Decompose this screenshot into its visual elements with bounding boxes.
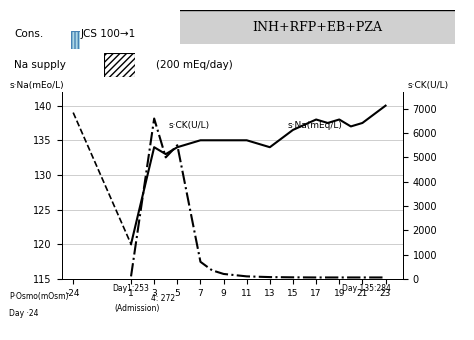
FancyBboxPatch shape bbox=[71, 31, 80, 49]
Text: s·CK(U/L): s·CK(U/L) bbox=[168, 121, 209, 130]
Text: Cons.: Cons. bbox=[14, 29, 44, 39]
Text: (200 mEq/day): (200 mEq/day) bbox=[156, 59, 233, 70]
Text: Day ·24: Day ·24 bbox=[9, 309, 39, 318]
Text: s·Na(mEq/L): s·Na(mEq/L) bbox=[287, 121, 342, 130]
Text: s·Na(mEo/L): s·Na(mEo/L) bbox=[9, 81, 64, 90]
FancyBboxPatch shape bbox=[104, 53, 135, 76]
FancyBboxPatch shape bbox=[174, 10, 461, 45]
Text: INH+RFP+EB+PZA: INH+RFP+EB+PZA bbox=[253, 21, 383, 34]
Text: Day1:253: Day1:253 bbox=[113, 284, 149, 293]
Text: Na supply: Na supply bbox=[14, 59, 66, 70]
Text: Day 135:284: Day 135:284 bbox=[342, 284, 392, 293]
Text: JCS 100→1: JCS 100→1 bbox=[81, 29, 136, 39]
Text: (Admission): (Admission) bbox=[114, 304, 160, 313]
Text: 4: 272: 4: 272 bbox=[151, 294, 175, 303]
Text: P·Osmo(mOsm): P·Osmo(mOsm) bbox=[9, 292, 69, 301]
Text: s·CK(U/L): s·CK(U/L) bbox=[408, 81, 449, 90]
